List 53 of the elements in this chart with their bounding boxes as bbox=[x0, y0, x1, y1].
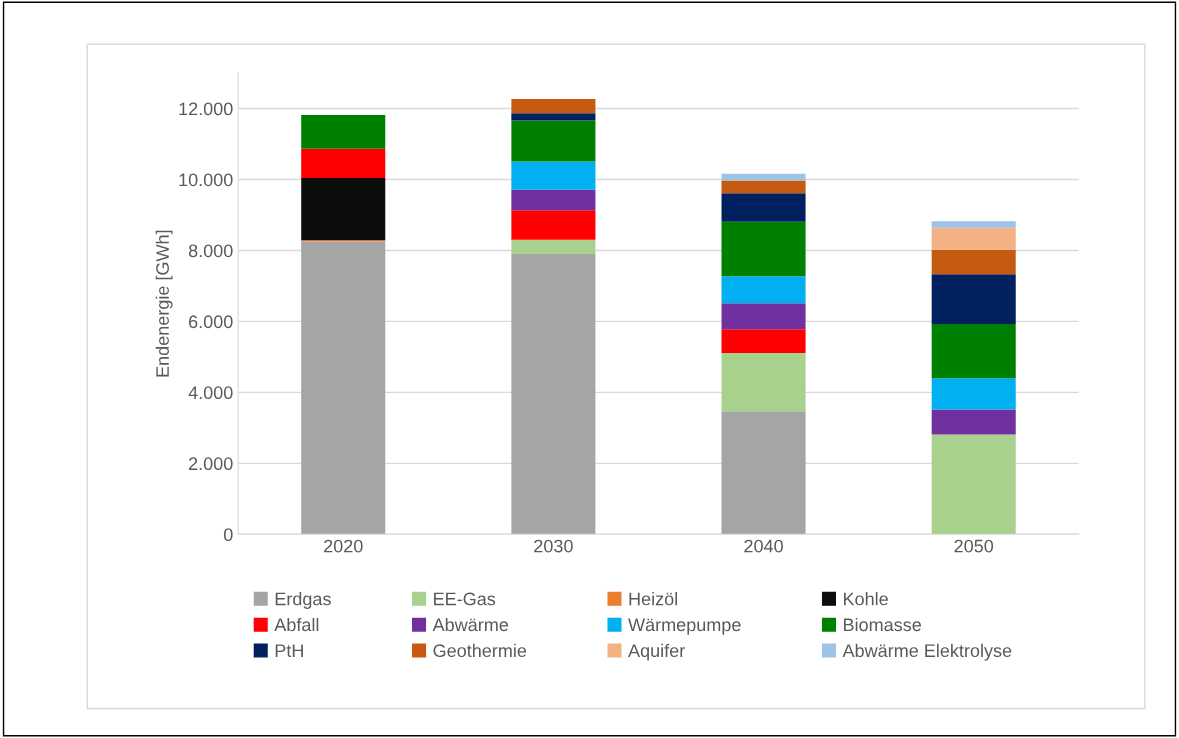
legend-label: Abfall bbox=[274, 617, 319, 632]
y-tick-label: 4.000 bbox=[188, 386, 233, 400]
legend-label: Abwärme bbox=[432, 617, 509, 632]
bar bbox=[721, 221, 806, 277]
bar bbox=[301, 114, 386, 149]
bar bbox=[721, 303, 806, 330]
legend-label: Erdgas bbox=[275, 592, 331, 609]
bar bbox=[511, 98, 596, 114]
bar bbox=[721, 411, 806, 535]
bar bbox=[511, 161, 596, 190]
bar bbox=[721, 353, 806, 412]
bar bbox=[931, 221, 1016, 228]
bar bbox=[931, 378, 1016, 410]
y-tick-label: 6.000 bbox=[189, 315, 233, 329]
legend-label: Wärmepumpe bbox=[628, 618, 741, 635]
y-tick-label: 12.000 bbox=[179, 102, 233, 116]
bar bbox=[301, 148, 386, 179]
bar bbox=[511, 254, 596, 535]
bar bbox=[511, 189, 596, 211]
bar bbox=[511, 113, 596, 121]
legend-label: Kohle bbox=[844, 592, 888, 606]
y-axis-title: Endenergie [GWh] bbox=[155, 230, 173, 377]
bar bbox=[301, 241, 386, 535]
bar bbox=[721, 276, 806, 304]
y-tick-label: 8.000 bbox=[188, 244, 233, 258]
bar bbox=[511, 120, 596, 162]
bar bbox=[931, 227, 1016, 250]
bar bbox=[931, 323, 1016, 379]
bar bbox=[931, 434, 1016, 535]
bar bbox=[721, 180, 806, 194]
legend-label: Aquifer bbox=[628, 643, 685, 661]
y-tick-label: 0 bbox=[223, 528, 233, 542]
legend-label: Abwärme Elektrolyse bbox=[842, 643, 1012, 661]
bar bbox=[931, 274, 1016, 324]
x-tick-label: 2050 bbox=[954, 539, 994, 553]
legend-label: PtH bbox=[275, 644, 303, 658]
y-tick-label: 2.000 bbox=[189, 457, 233, 471]
legend-label: Heizöl bbox=[629, 592, 677, 606]
legend-label: EE-Gas bbox=[434, 592, 496, 606]
bar bbox=[931, 249, 1016, 275]
x-tick-label: 2020 bbox=[324, 539, 363, 553]
legend-label: Geothermie bbox=[433, 643, 527, 658]
bar bbox=[931, 409, 1016, 435]
bar bbox=[721, 329, 806, 354]
bar bbox=[301, 178, 386, 241]
bar bbox=[721, 193, 806, 222]
bar bbox=[511, 239, 596, 255]
legend-label: Biomasse bbox=[844, 617, 921, 632]
bar bbox=[721, 173, 806, 181]
x-tick-label: 2030 bbox=[534, 539, 573, 553]
y-tick-label: 10.000 bbox=[179, 173, 233, 187]
x-tick-label: 2040 bbox=[744, 539, 783, 553]
bar bbox=[511, 210, 596, 240]
